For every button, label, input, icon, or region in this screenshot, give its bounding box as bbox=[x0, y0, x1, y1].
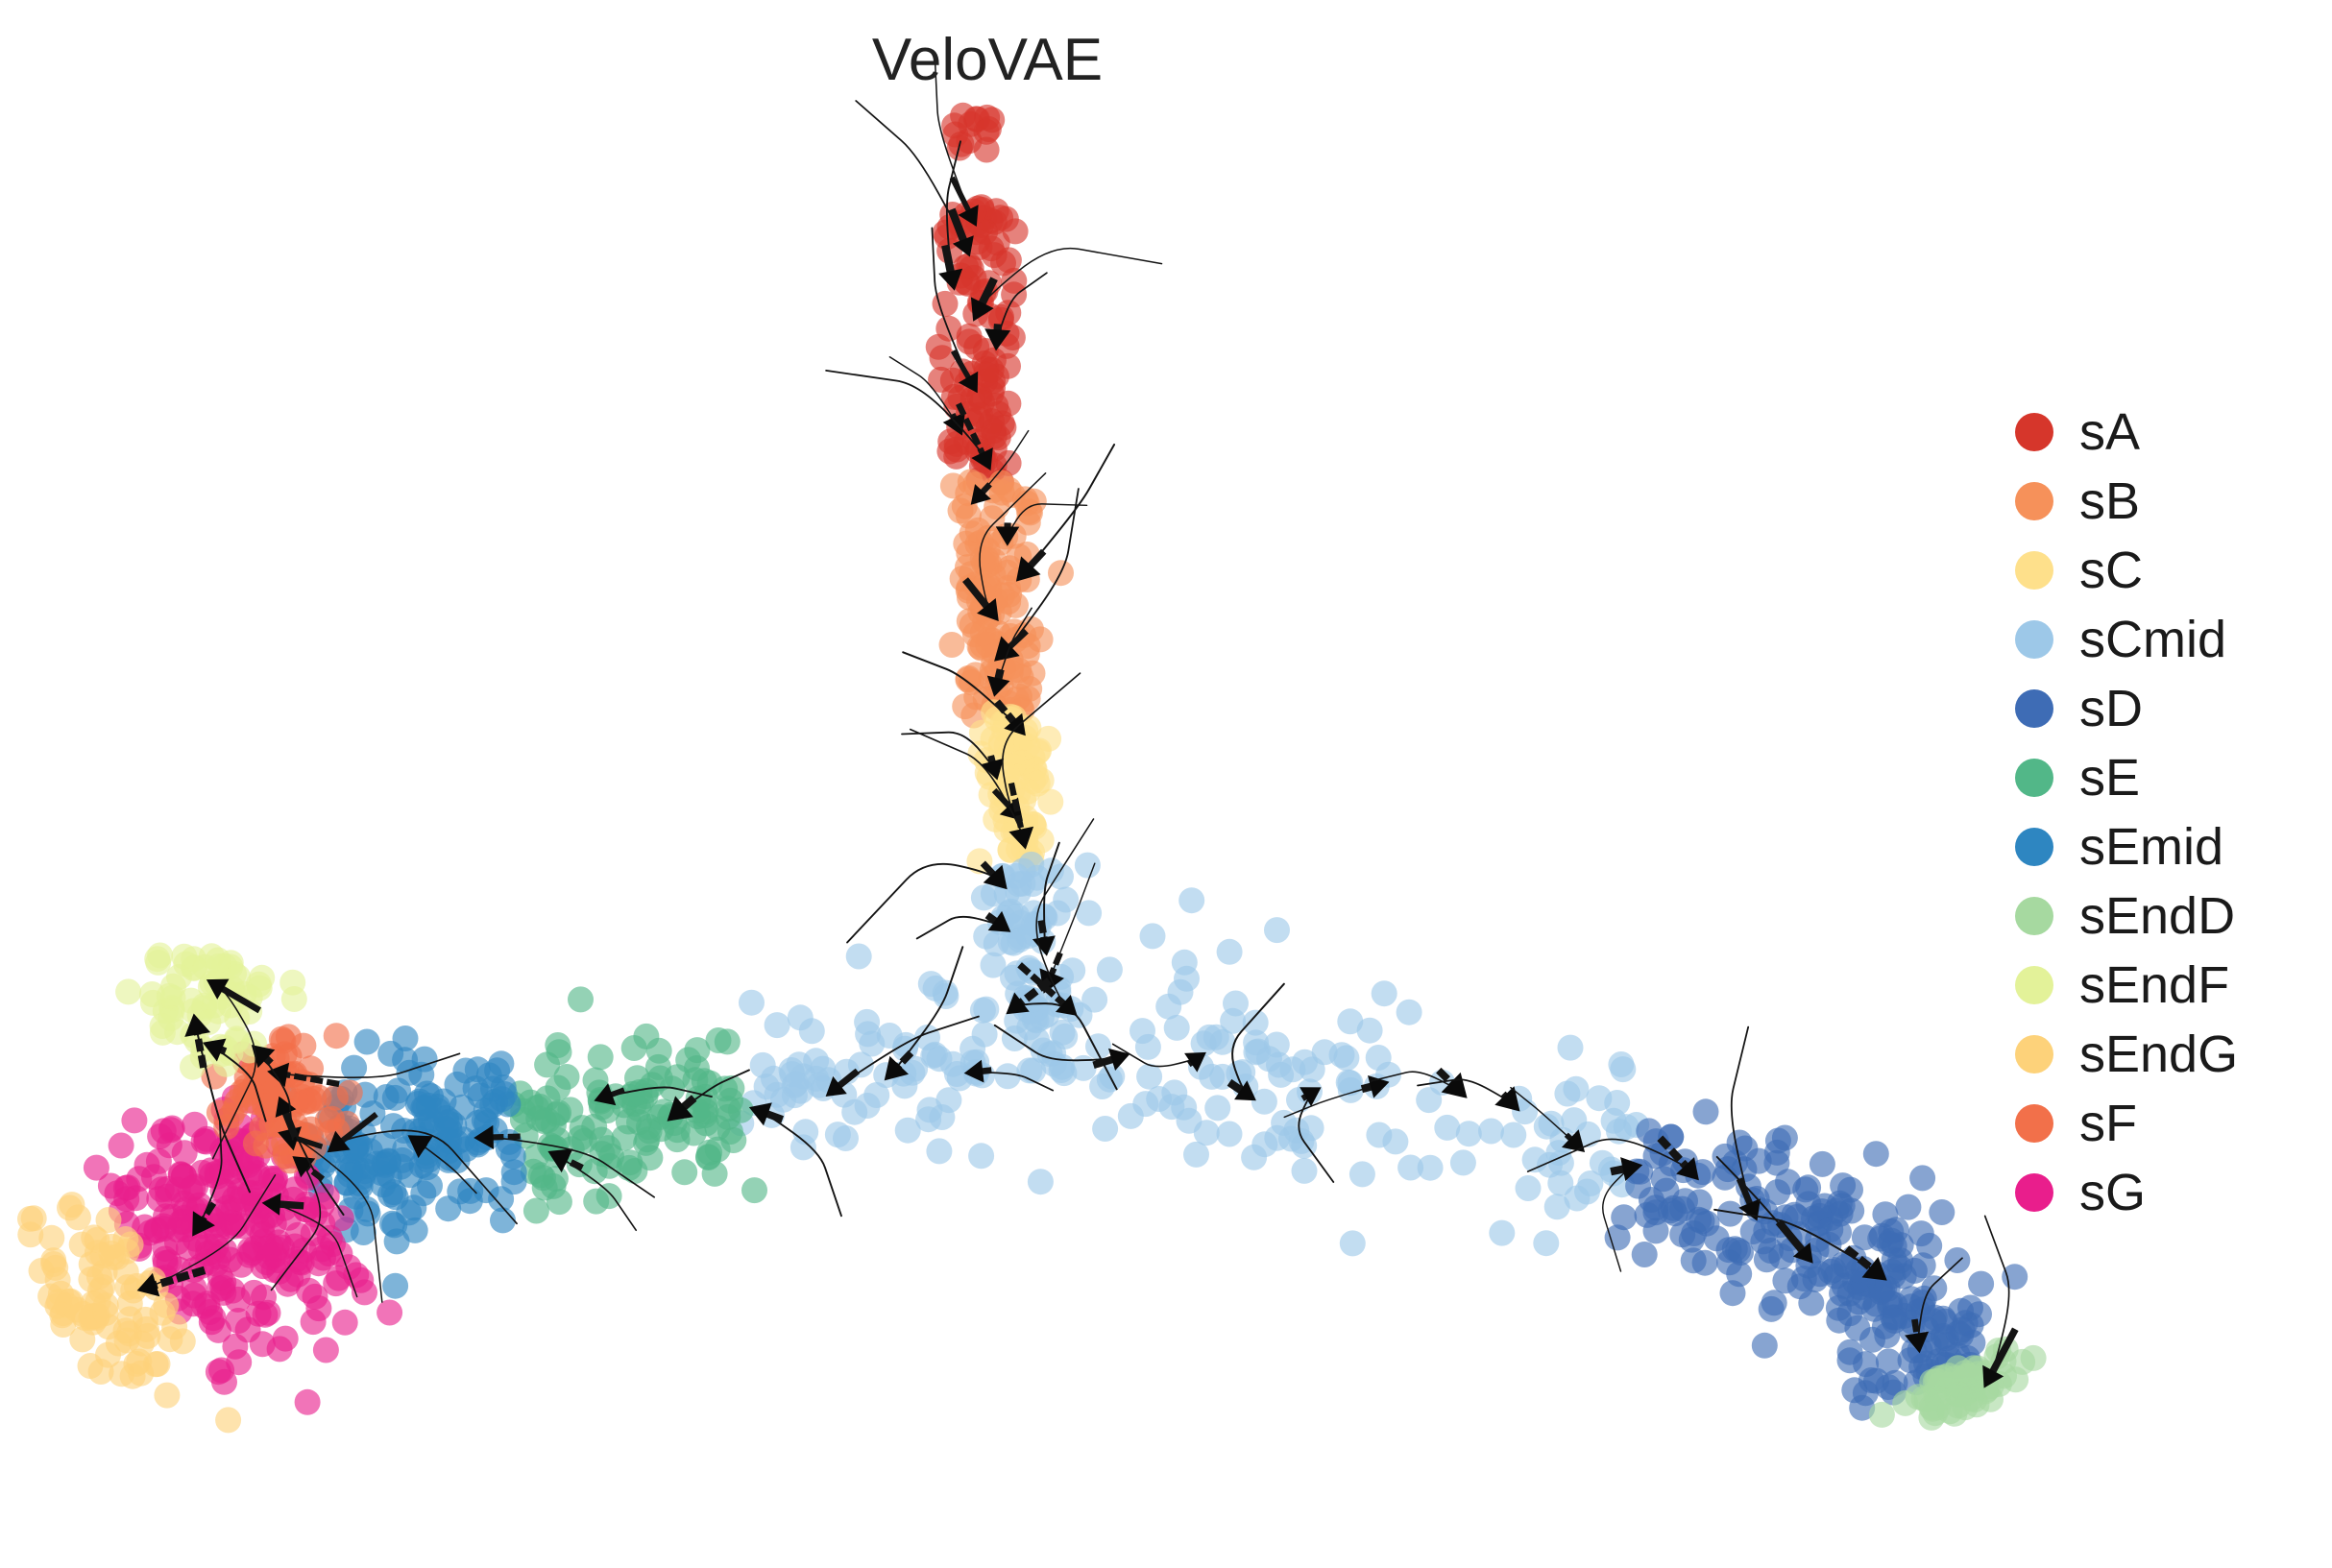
svg-text:sA: sA bbox=[2079, 403, 2140, 461]
svg-text:sEndD: sEndD bbox=[2079, 887, 2235, 945]
svg-text:sF: sF bbox=[2079, 1095, 2137, 1152]
svg-text:sEndF: sEndF bbox=[2079, 956, 2229, 1014]
svg-text:sE: sE bbox=[2079, 749, 2140, 807]
svg-text:sEmid: sEmid bbox=[2079, 818, 2223, 876]
svg-text:sD: sD bbox=[2079, 680, 2143, 737]
svg-text:sCmid: sCmid bbox=[2079, 611, 2226, 668]
svg-text:sB: sB bbox=[2079, 472, 2140, 530]
svg-text:sG: sG bbox=[2079, 1164, 2146, 1221]
svg-text:sEndG: sEndG bbox=[2079, 1025, 2238, 1083]
svg-text:sC: sC bbox=[2079, 542, 2143, 599]
